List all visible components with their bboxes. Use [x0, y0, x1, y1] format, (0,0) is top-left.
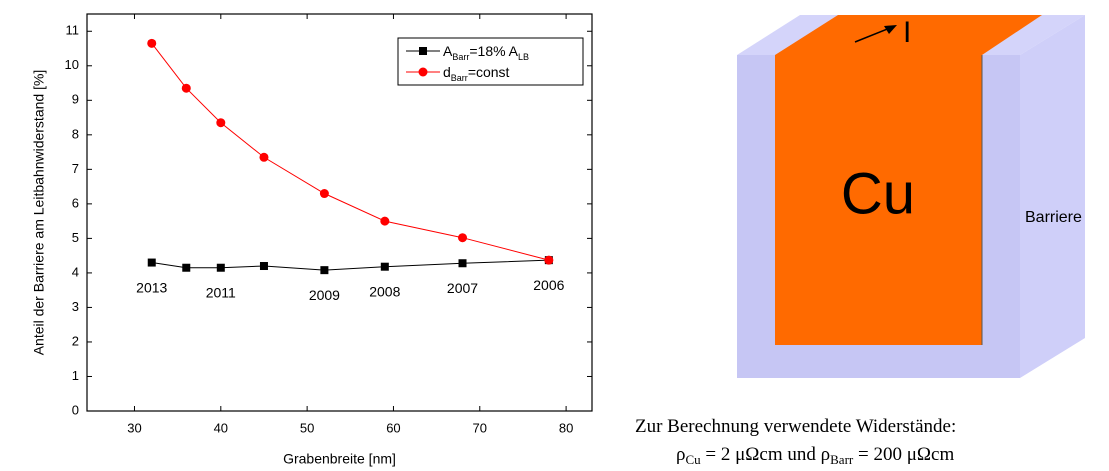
text-part: = 2 μΩcm und ρ	[701, 444, 830, 465]
marker	[419, 47, 427, 55]
marker	[259, 262, 268, 271]
current-arrow	[854, 27, 891, 43]
marker	[458, 233, 468, 243]
x-tick-label: 80	[559, 420, 573, 435]
marker	[319, 189, 329, 199]
y-tick-label: 8	[72, 126, 79, 141]
subscript: Cu	[685, 452, 701, 467]
copper-top	[775, 15, 1042, 55]
text-part: = 200 μΩcm	[853, 444, 954, 465]
arrow-head	[884, 25, 897, 34]
marker	[147, 38, 157, 48]
conductor-label: Cu	[841, 161, 915, 226]
point-label: 2011	[206, 284, 236, 300]
marker	[216, 263, 225, 272]
y-tick-label: 11	[66, 23, 80, 38]
x-axis-label: Grabenbreite [nm]	[283, 451, 396, 467]
y-tick-label: 0	[72, 402, 79, 417]
marker	[147, 258, 156, 267]
copper-front	[775, 55, 982, 345]
subscript: LB	[518, 52, 529, 62]
barrier-label: Barriere	[1025, 209, 1082, 226]
text-part: A	[443, 43, 453, 59]
marker	[216, 118, 226, 128]
point-label: 2013	[136, 279, 167, 295]
marker	[418, 67, 428, 77]
text-part: =const	[468, 64, 510, 80]
y-tick-label: 10	[65, 57, 79, 72]
plot-frame	[86, 13, 593, 412]
point-label: 2008	[369, 283, 400, 299]
point-label: 2006	[533, 277, 564, 293]
marker	[182, 263, 191, 272]
subscript: Barr	[452, 52, 469, 62]
marker	[380, 262, 389, 271]
box-side	[1020, 15, 1085, 378]
diagram: I Cu Barriere Zur Berechnung verwendete …	[635, 15, 1085, 467]
series-line	[151, 259, 549, 271]
x-tick-label: 40	[214, 420, 228, 435]
legend-box	[397, 37, 584, 86]
current-label: I	[903, 16, 911, 49]
y-tick-label: 7	[72, 161, 79, 176]
text-part: ρ	[676, 444, 685, 465]
x-tick-label: 60	[386, 420, 400, 435]
subscript: Barr	[830, 452, 854, 467]
series-line	[151, 43, 549, 261]
marker	[458, 259, 467, 268]
marker	[544, 255, 554, 265]
marker	[181, 83, 191, 93]
y-tick-label: 9	[72, 92, 79, 107]
text-part: =18% A	[469, 43, 518, 59]
subscript: Barr	[451, 73, 468, 83]
x-tick-label: 50	[300, 420, 314, 435]
caption: Zur Berechnung verwendete Widerstände:	[635, 416, 956, 437]
y-tick-label: 6	[72, 195, 79, 210]
formula: ρCu = 2 μΩcm und ρBarr = 200 μΩcm	[676, 444, 954, 467]
point-label: 2009	[309, 287, 340, 303]
marker	[259, 152, 269, 162]
y-tick-label: 1	[72, 368, 79, 383]
y-tick-label: 3	[72, 299, 79, 314]
legend-label: ABarr=18% ALB	[443, 43, 529, 62]
text-part: d	[443, 64, 451, 80]
point-label: 2007	[447, 280, 478, 296]
marker	[320, 266, 329, 275]
x-tick-label: 70	[473, 420, 487, 435]
y-tick-label: 2	[72, 333, 79, 348]
legend-label: dBarr=const	[443, 64, 510, 83]
y-tick-label: 5	[72, 230, 79, 245]
y-tick-label: 4	[72, 264, 79, 279]
x-tick-label: 30	[127, 420, 141, 435]
marker	[380, 216, 390, 226]
y-axis-label: Anteil der Barriere am Leitbahnwiderstan…	[31, 70, 47, 356]
